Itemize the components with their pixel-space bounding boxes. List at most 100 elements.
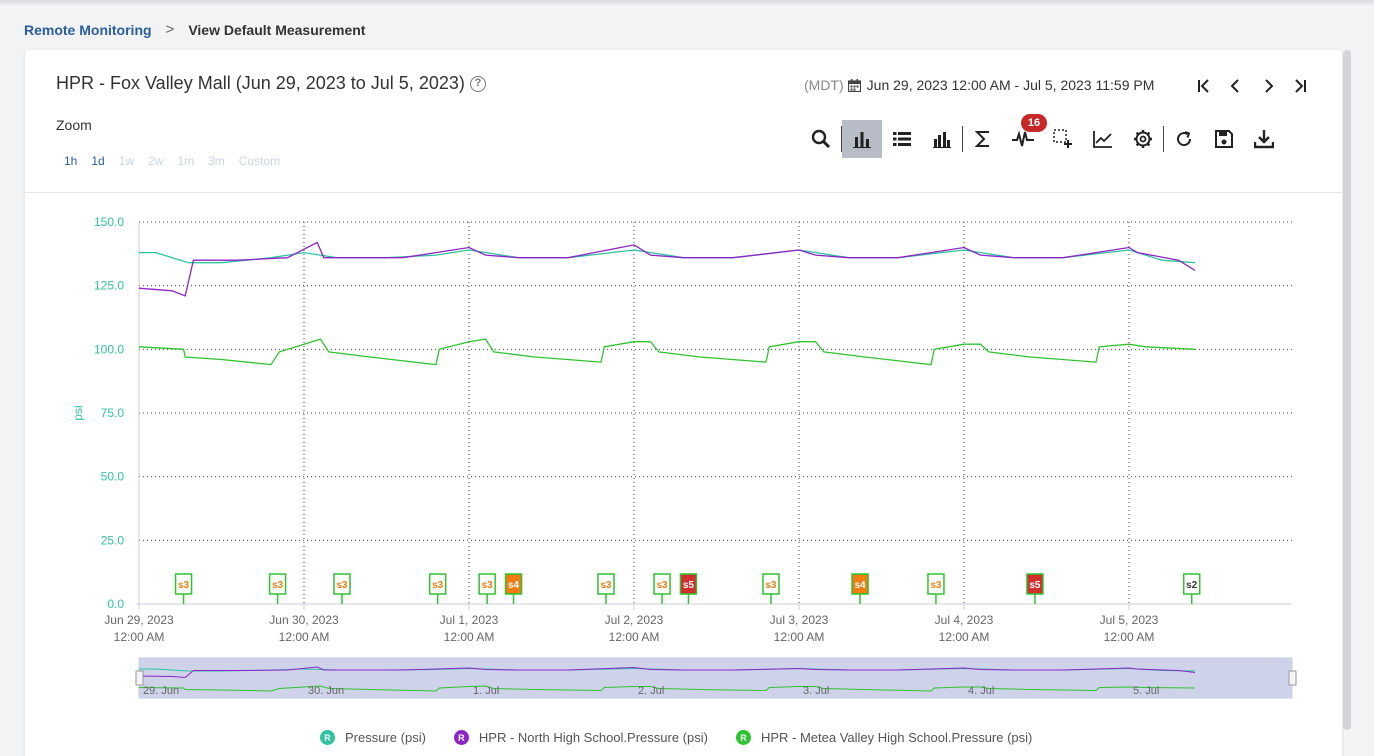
event-marker-label: s3 — [272, 580, 284, 591]
gear-icon[interactable] — [1123, 120, 1163, 158]
y-tick-label: 0.0 — [107, 597, 124, 611]
help-icon[interactable]: ? — [470, 76, 486, 92]
search-icon[interactable] — [801, 120, 841, 158]
navigator-handle-left[interactable] — [135, 670, 144, 686]
event-marker-label: s3 — [600, 580, 612, 591]
navigator-label: 30. Jun — [308, 685, 344, 697]
x-tick-time: 12:00 AM — [114, 630, 165, 644]
event-marker-label: s5 — [683, 580, 695, 591]
select-region-icon[interactable] — [1043, 120, 1083, 158]
event-marker — [653, 573, 671, 595]
legend-marker-pressure: R — [320, 730, 335, 745]
y-tick-label: 150.0 — [94, 215, 124, 229]
event-marker-label: s3 — [656, 580, 668, 591]
page-scrollbar[interactable] — [1343, 50, 1351, 730]
save-icon[interactable] — [1204, 120, 1244, 158]
y-tick-label: 100.0 — [94, 342, 124, 356]
date-range[interactable]: (MDT) Jun 29, 2023 12:00 AM - Jul 5, 202… — [804, 77, 1154, 93]
chart-toolbar: 16 — [801, 114, 1284, 158]
event-marker-label: s2 — [1186, 580, 1198, 591]
legend-item-pressure[interactable]: R Pressure (psi) — [320, 730, 426, 745]
calendar-icon — [847, 78, 861, 92]
navigator-series-line-metea-valley — [138, 685, 1196, 692]
zoom-option-1h[interactable]: 1h — [64, 154, 78, 168]
page-title: HPR - Fox Valley Mall (Jun 29, 2023 to J… — [56, 73, 465, 93]
previous-icon[interactable] — [1220, 75, 1252, 97]
event-marker-label: s3 — [178, 580, 190, 591]
x-tick-time: 12:00 AM — [279, 630, 330, 644]
event-marker — [1026, 573, 1044, 595]
event-marker-label: s3 — [765, 580, 777, 591]
next-icon[interactable] — [1252, 75, 1284, 97]
navigator-label: 29. Jun — [143, 685, 179, 697]
x-tick-date: Jun 29, 2023 — [104, 613, 174, 627]
chart-card: HPR - Fox Valley Mall (Jun 29, 2023 to J… — [25, 50, 1342, 756]
grouped-bar-icon[interactable] — [922, 120, 962, 158]
toolbar-separator — [962, 126, 963, 152]
legend-marker-metea-valley: R — [735, 730, 751, 745]
download-icon[interactable] — [1244, 120, 1284, 158]
refresh-icon[interactable] — [1164, 120, 1204, 158]
date-range-text: Jun 29, 2023 12:00 AM - Jul 5, 2023 11:5… — [866, 77, 1155, 93]
event-marker-label: s5 — [1029, 580, 1041, 591]
legend-label-pressure: Pressure (psi) — [345, 730, 426, 745]
zoom-option-2w[interactable]: 2w — [148, 154, 164, 168]
x-tick-time: 12:00 AM — [939, 630, 990, 644]
navigator-handle-right[interactable] — [1288, 670, 1297, 686]
event-marker-label: s3 — [336, 580, 348, 591]
event-marker-label: s3 — [930, 580, 942, 591]
x-tick-time: 12:00 AM — [774, 630, 825, 644]
pulse-icon[interactable]: 16 — [1003, 114, 1047, 158]
navigator-label: 4. Jul — [968, 685, 994, 697]
zoom-option-custom[interactable]: Custom — [238, 154, 281, 168]
event-marker — [597, 573, 615, 595]
event-marker — [762, 573, 780, 595]
navigator-series-line-north-high — [138, 666, 1196, 679]
toolbar-separator — [841, 126, 842, 152]
legend-label-metea-valley: HPR - Metea Valley High School.Pressure … — [760, 730, 1033, 745]
navigator-label: 2. Jul — [638, 685, 664, 697]
zoom-option-3m[interactable]: 3m — [208, 154, 225, 168]
legend-label-north-high: HPR - North High School.Pressure (psi) — [478, 730, 708, 745]
bar-chart-icon[interactable] — [842, 120, 882, 158]
y-axis-label: psi — [71, 405, 85, 420]
first-page-icon[interactable] — [1188, 75, 1220, 97]
zoom-option-1d[interactable]: 1d — [91, 154, 105, 168]
event-marker — [428, 573, 447, 595]
top-shadow — [0, 0, 1374, 6]
event-marker — [268, 573, 287, 595]
chart-legend: R Pressure (psi) R HPR - North High Scho… — [320, 730, 1060, 745]
x-tick-date: Jul 4, 2023 — [935, 613, 994, 627]
alert-count-badge: 16 — [1021, 114, 1047, 132]
legend-marker-north-high: R — [453, 730, 469, 745]
zoom-options: 1h 1d 1w 2w 1m 3m Custom — [64, 154, 294, 168]
list-icon[interactable] — [882, 120, 922, 158]
y-tick-label: 75.0 — [101, 406, 125, 420]
sigma-icon[interactable] — [963, 120, 1003, 158]
x-tick-time: 12:00 AM — [1104, 630, 1155, 644]
event-marker-label: s4 — [508, 580, 520, 591]
event-marker — [1182, 573, 1201, 595]
navigator-label: 3. Jul — [803, 685, 829, 697]
x-tick-date: Jul 2, 2023 — [605, 613, 664, 627]
line-chart-icon[interactable] — [1083, 120, 1123, 158]
x-tick-date: Jul 1, 2023 — [440, 613, 499, 627]
y-tick-label: 25.0 — [101, 533, 125, 547]
last-page-icon[interactable] — [1284, 75, 1316, 97]
legend-item-north-high[interactable]: R HPR - North High School.Pressure (psi) — [453, 730, 708, 745]
legend-item-metea-valley[interactable]: R HPR - Metea Valley High School.Pressur… — [735, 730, 1033, 745]
breadcrumb-separator: > — [165, 21, 175, 38]
date-nav — [1188, 75, 1316, 97]
breadcrumb-link-remote-monitoring[interactable]: Remote Monitoring — [24, 21, 152, 38]
event-marker — [478, 573, 496, 595]
x-tick-date: Jul 3, 2023 — [770, 613, 829, 627]
x-tick-date: Jul 5, 2023 — [1100, 613, 1159, 627]
event-marker — [927, 573, 945, 595]
event-marker-label: s4 — [854, 580, 866, 591]
x-tick-time: 12:00 AM — [444, 630, 495, 644]
card-divider — [25, 192, 1342, 193]
zoom-option-1w[interactable]: 1w — [118, 154, 135, 168]
event-marker — [504, 573, 523, 595]
zoom-option-1m[interactable]: 1m — [177, 154, 195, 168]
event-marker — [851, 573, 869, 595]
